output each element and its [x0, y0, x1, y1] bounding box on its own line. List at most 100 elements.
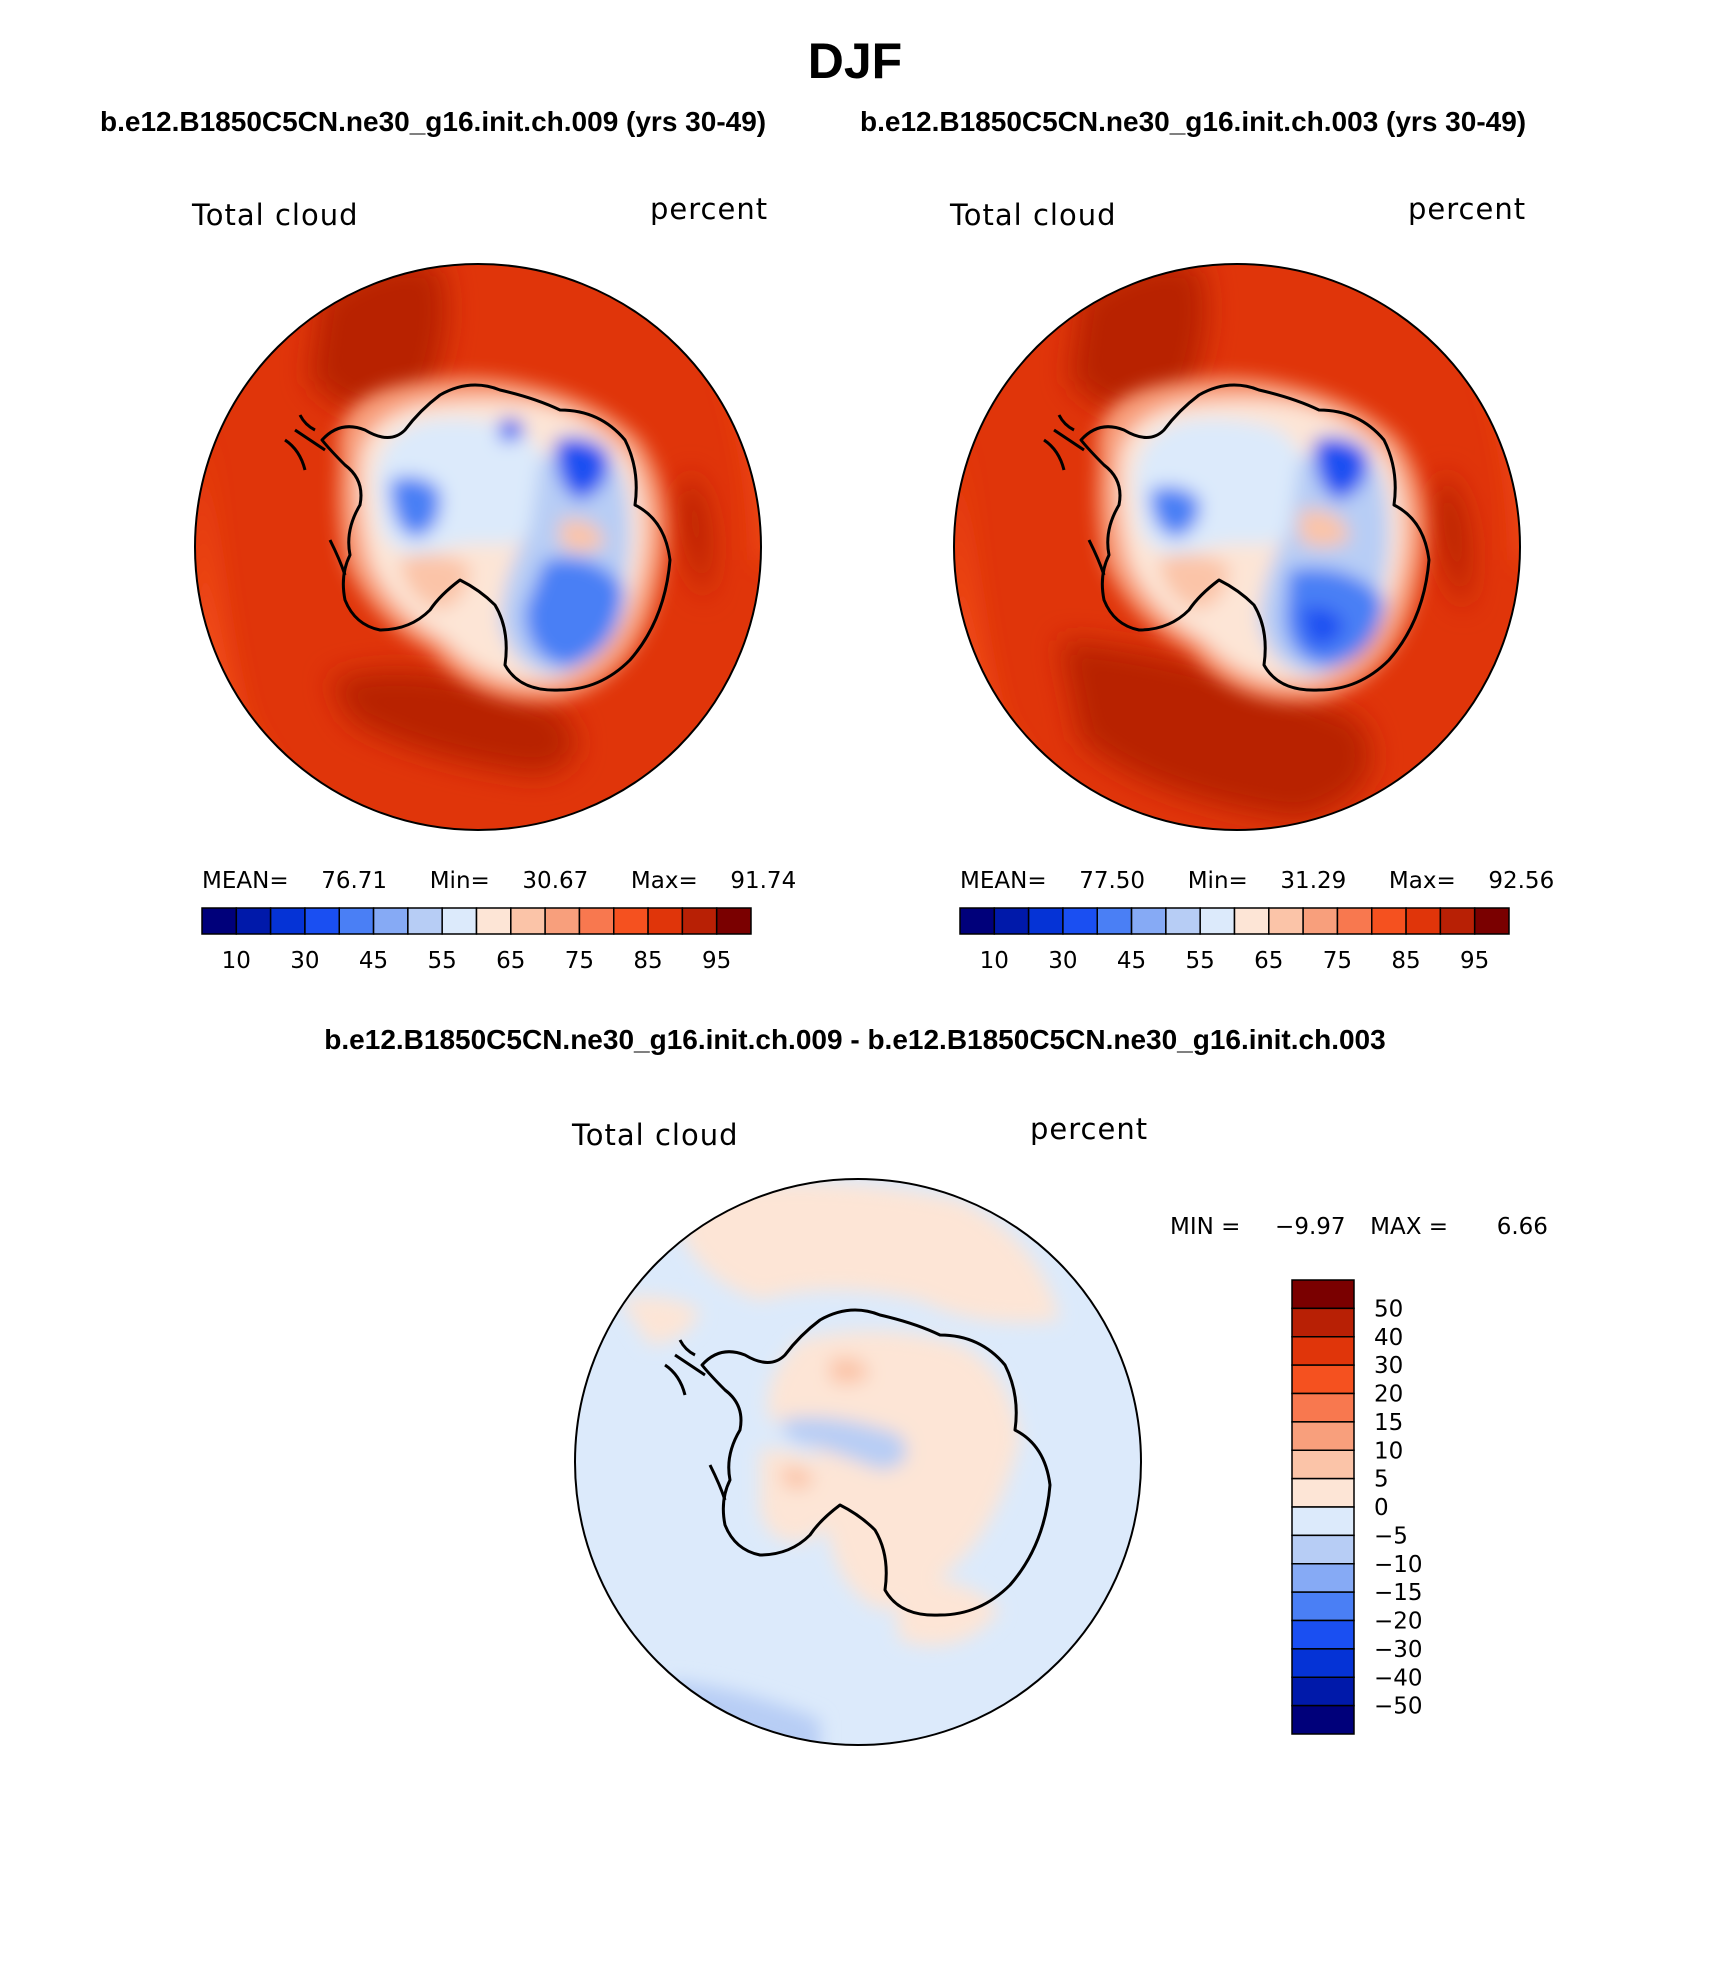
panel2-max-label: Max= [1388, 868, 1456, 894]
diff-colorbar-box [1291, 1392, 1355, 1423]
diff-min-label: MIN = [1170, 1214, 1241, 1240]
panel1-right-label: percent [650, 192, 769, 226]
diff-map-border [574, 1178, 1142, 1746]
diff-right-label: percent [1030, 1112, 1149, 1146]
panel1-colorbar-box [304, 907, 340, 935]
panel1-antarctica-field [338, 377, 667, 702]
panel1-colorbar-box [715, 907, 752, 935]
diff-colorbar-tick-label: 50 [1374, 1296, 1403, 1322]
panel2-colorbar-tick-label: 95 [1460, 948, 1489, 974]
diff-colorbar-tick-label: −50 [1374, 1694, 1423, 1720]
panel2-colorbar-box [959, 907, 996, 935]
panel2-colorbar-box [993, 907, 1030, 935]
panel1-colorbar: 10 30 45 55 65 75 85 95 [201, 907, 752, 974]
panel2-left-label: Total cloud [950, 198, 1117, 232]
diff-colorbar-tick-label: 30 [1374, 1353, 1403, 1379]
case-a-title: b.e12.B1850C5CN.ne30_g16.init.ch.009 (yr… [100, 106, 767, 137]
diff-colorbar-tick-label: 15 [1374, 1410, 1403, 1436]
diff-min-value: −9.97 [1275, 1214, 1346, 1240]
diff-title: b.e12.B1850C5CN.ne30_g16.init.ch.009 - b… [324, 1024, 1386, 1055]
panel1-mean-label: MEAN= [202, 868, 289, 894]
panel1-min-label: Min= [429, 868, 490, 894]
panel1-coastline [284, 383, 672, 692]
panel2-colorbar-box [1027, 907, 1064, 935]
panel2-colorbar-box [1096, 907, 1133, 935]
panel2-high-cloud-s [1060, 640, 1372, 820]
season-title: DJF [807, 33, 903, 89]
case-b-title: b.e12.B1850C5CN.ne30_g16.init.ch.003 (yr… [860, 106, 1527, 137]
panel1-colorbar-tick-label: 65 [496, 948, 525, 974]
panel1-colorbar-box [578, 907, 615, 935]
panel2-right-label: percent [1408, 192, 1527, 226]
panel1-colorbar-box [407, 907, 443, 935]
panel1-colorbar-box [647, 907, 684, 935]
diff-negative-anomaly [780, 1417, 907, 1470]
panel1-mean-value: 76.71 [321, 868, 388, 894]
panel2-colorbar-box [1473, 907, 1510, 935]
panel2-map-border [953, 263, 1521, 831]
panel1-max-value: 91.74 [730, 868, 797, 894]
panel2-antarctica-field [1097, 377, 1426, 702]
panel1-map-border [194, 263, 762, 831]
panel2-colorbar-box [1405, 907, 1442, 935]
panel2-colorbar-box [1302, 907, 1339, 935]
panel1-colorbar-tick-label: 10 [222, 948, 251, 974]
diff-coastline [664, 1308, 1052, 1617]
panel2-min-value: 31.29 [1280, 868, 1347, 894]
panel1-colorbar-tick-label: 95 [702, 948, 731, 974]
panel2-colorbar-box [1233, 907, 1270, 935]
diff-colorbar-box [1291, 1449, 1355, 1480]
diff-colorbar-tick-label: −40 [1374, 1665, 1423, 1691]
panel2-colorbar-tick-label: 65 [1254, 948, 1283, 974]
panel1-left-label: Total cloud [192, 198, 359, 232]
diff-colorbar-box [1291, 1279, 1355, 1310]
diff-colorbar-tick-label: 40 [1374, 1325, 1403, 1351]
panel1-colorbar-tick-label: 75 [565, 948, 594, 974]
diff-left-label: Total cloud [572, 1118, 739, 1152]
panel1-colorbar-box [510, 907, 546, 935]
panel2-colorbar-box [1062, 907, 1098, 935]
diff-colorbar-box [1291, 1477, 1355, 1508]
panel1-colorbar-box [613, 907, 649, 935]
panel2-colorbar-box [1268, 907, 1304, 935]
diff-colorbar-box [1291, 1676, 1355, 1707]
panel1-colorbar-box [441, 907, 478, 935]
panel2-colorbar-tick-label: 85 [1391, 948, 1420, 974]
panel2-mean-value: 77.50 [1079, 868, 1146, 894]
panel1-colorbar-box [338, 907, 375, 935]
panel1-colorbar-box [269, 907, 306, 935]
panel1-colorbar-box [475, 907, 512, 935]
diff-colorbar-box [1291, 1307, 1355, 1338]
panel2-colorbar-tick-label: 55 [1186, 948, 1215, 974]
panel1-min-value: 30.67 [522, 868, 589, 894]
diff-colorbar-box [1291, 1506, 1355, 1537]
panel1-colorbar-tick-label: 85 [633, 948, 662, 974]
panel2-colorbar-box [1439, 907, 1476, 935]
panel2-max-value: 92.56 [1488, 868, 1555, 894]
diff-colorbar-box [1291, 1421, 1355, 1451]
panel1-colorbar-box [681, 907, 718, 935]
panel2-map [954, 264, 1520, 830]
panel1-stats: MEAN= 76.71 Min= 30.67 Max= 91.74 [202, 868, 796, 894]
panel2-min-label: Min= [1187, 868, 1248, 894]
diff-colorbar-tick-label: −30 [1374, 1637, 1423, 1663]
diff-colorbar-box [1291, 1336, 1355, 1366]
panel1-high-cloud-nw [310, 264, 447, 416]
diff-colorbar-tick-label: −5 [1374, 1523, 1408, 1549]
panel1-colorbar-tick-label: 45 [359, 948, 388, 974]
panel1-max-label: Max= [630, 868, 698, 894]
panel2-colorbar-box [1199, 907, 1236, 935]
panel2-colorbar-box [1130, 907, 1167, 935]
diff-colorbar-tick-label: −20 [1374, 1609, 1423, 1635]
diff-max-value: 6.66 [1496, 1214, 1548, 1240]
panel2-colorbar-tick-label: 10 [980, 948, 1009, 974]
panel1-colorbar-tick-label: 55 [428, 948, 457, 974]
panel2-colorbar-box [1336, 907, 1373, 935]
diff-colorbar-box [1291, 1563, 1355, 1593]
panel1-colorbar-box [372, 907, 409, 935]
panel1-colorbar-tick-label: 30 [290, 948, 319, 974]
diff-colorbar-box [1291, 1704, 1355, 1735]
diff-colorbar-tick-label: 0 [1374, 1495, 1389, 1521]
